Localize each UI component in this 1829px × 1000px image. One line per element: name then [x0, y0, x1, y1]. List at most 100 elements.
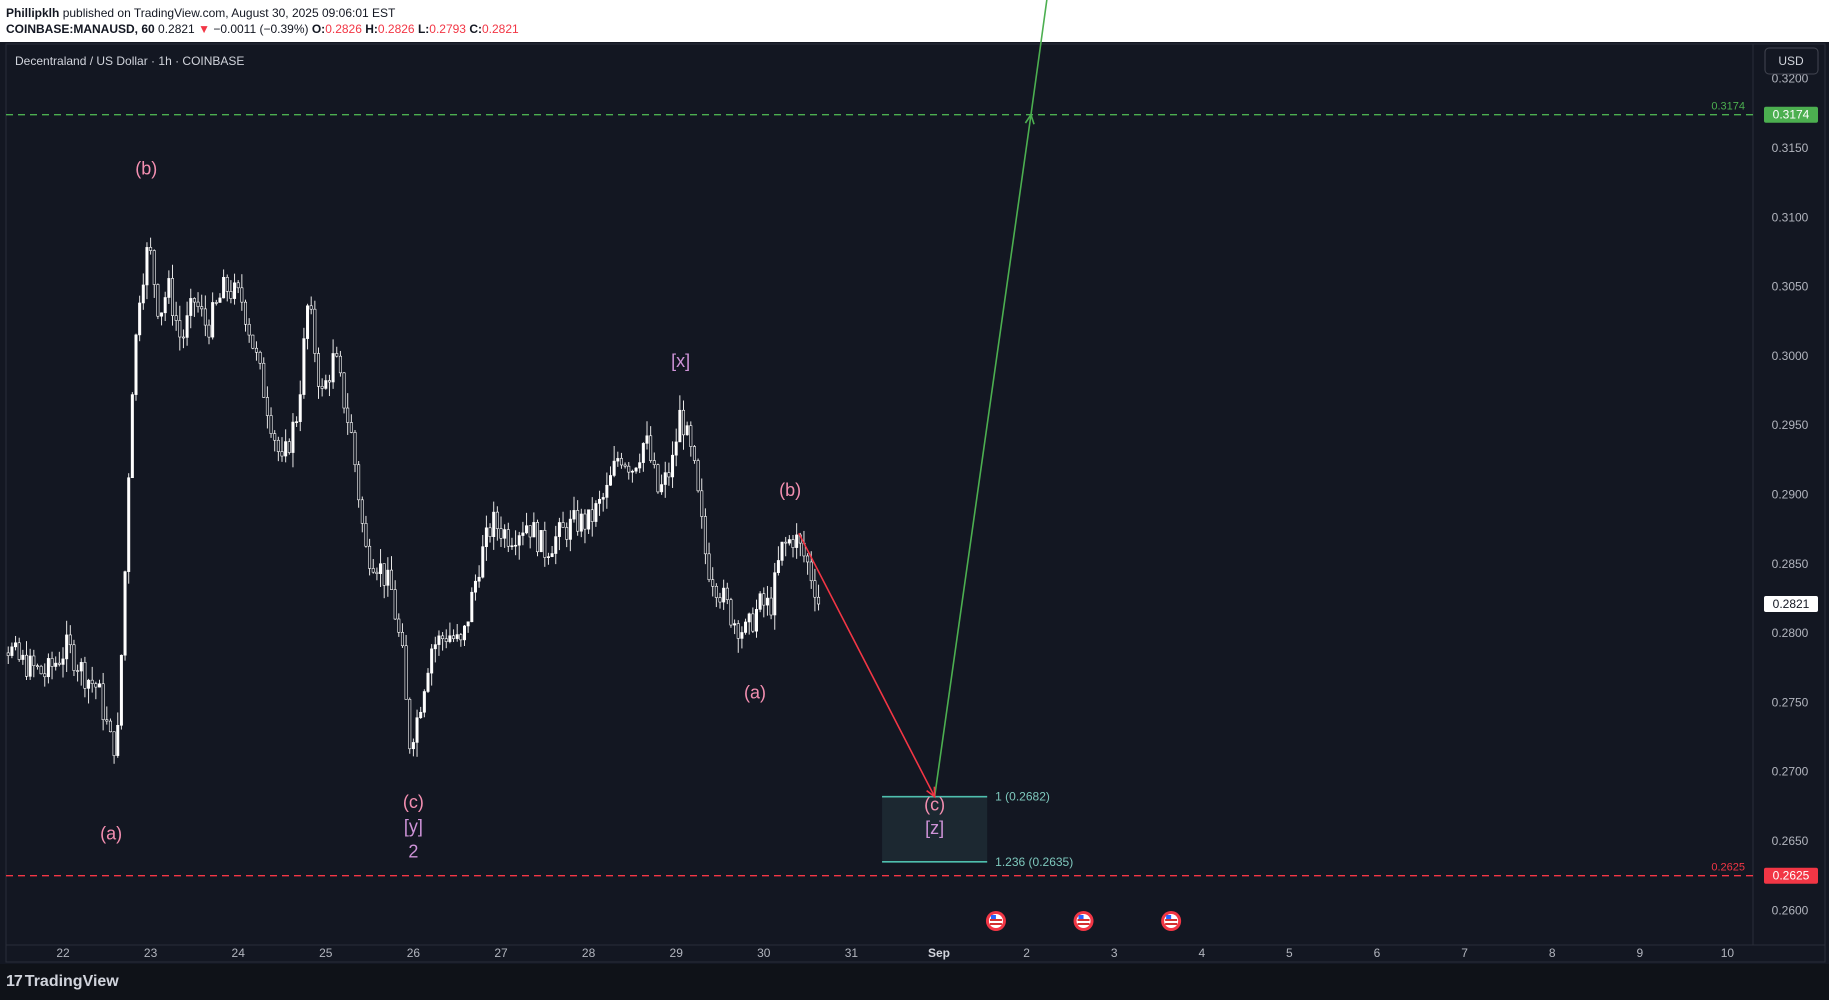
candle-body: [736, 623, 740, 639]
time-tick-label: 5: [1286, 946, 1293, 960]
candle-body: [251, 334, 255, 349]
candle-body: [123, 571, 127, 656]
candle-body: [784, 541, 788, 544]
projection-line: [798, 532, 936, 798]
flag-canton: [1078, 915, 1084, 919]
chart-frame: [5, 43, 1826, 963]
wave-label: (a): [744, 682, 766, 702]
price-tick-label: 0.2600: [1772, 903, 1809, 917]
candle-body: [244, 301, 248, 325]
candle-body: [667, 472, 671, 478]
candle-body: [287, 441, 291, 453]
candle-body: [386, 569, 390, 586]
candle-body: [200, 306, 204, 310]
candle-body: [506, 529, 510, 547]
candle-body: [57, 662, 61, 665]
time-tick-label: 30: [757, 946, 771, 960]
candle-body: [382, 563, 386, 586]
candle-body: [46, 658, 50, 678]
candle-body: [379, 563, 383, 574]
candle-body: [152, 250, 156, 285]
candle-body: [240, 287, 244, 303]
price-tick-label: 0.3000: [1772, 349, 1809, 363]
candle-body: [320, 386, 324, 389]
fib-target-zone: [882, 796, 988, 862]
drawing-overlays: 0.3174 0.2625 1 (0.2682) 1.236 (0.2635) (a) (…: [6, 0, 1753, 931]
flag-stripe: [989, 923, 1002, 925]
candle-body: [576, 510, 580, 532]
price-chart[interactable]: 0.3174 0.2625 1 (0.2682) 1.236 (0.2635) (a) (…: [0, 0, 1829, 964]
candle-body: [608, 475, 612, 486]
candle-body: [612, 460, 616, 476]
candle-body: [101, 683, 105, 721]
candle-body: [525, 525, 529, 534]
candle-body: [211, 302, 215, 338]
candle-body: [780, 541, 784, 561]
time-axis: 22 23 24 25 26 27 28 29 30 31 Sep 2 3 4 5 6 7 8 9 10: [56, 946, 1734, 960]
candle-body: [43, 673, 47, 678]
candle-body: [214, 302, 218, 304]
footer: 17 TradingView: [0, 964, 1829, 1000]
price-line-axis-tag: [1764, 106, 1818, 123]
candle-body: [481, 546, 485, 578]
currency-button[interactable]: [1764, 47, 1819, 75]
candle-body: [65, 634, 69, 660]
author-name[interactable]: Phillipklh: [6, 6, 60, 20]
candle-body: [543, 530, 547, 558]
candle-body: [437, 635, 441, 645]
candle-body: [656, 464, 660, 493]
candle-body: [39, 665, 43, 675]
publish-header: Phillipklh published on TradingView.com,…: [0, 0, 1829, 42]
candle-body: [492, 511, 496, 537]
time-tick-label: 6: [1374, 946, 1381, 960]
candle-body: [470, 591, 474, 623]
candle-body: [484, 527, 488, 547]
candle-body: [313, 308, 317, 354]
candle-body: [729, 599, 733, 626]
down-arrow-icon: ▼: [198, 22, 210, 36]
candle-body: [795, 534, 799, 548]
candle-body: [408, 699, 412, 750]
time-tick-label: 7: [1461, 946, 1468, 960]
candle-body: [499, 528, 503, 539]
candle-body: [327, 380, 331, 383]
tradingview-logo[interactable]: 17 TradingView: [6, 973, 119, 991]
candle-body: [776, 560, 780, 573]
us-flag-event-icon[interactable]: [1073, 911, 1094, 931]
time-tick-label: 27: [494, 946, 508, 960]
candle-body: [587, 509, 591, 530]
candle-body: [130, 394, 134, 479]
candle-body: [521, 532, 525, 536]
candle-body: [342, 372, 346, 409]
candle-body: [532, 522, 536, 538]
candle-body: [455, 634, 459, 639]
wave-label: [z]: [925, 818, 944, 838]
candle-body: [488, 527, 492, 537]
candle-body: [138, 302, 142, 336]
candle-body: [233, 282, 237, 299]
candle-body: [751, 613, 755, 632]
candle-body: [145, 247, 149, 286]
fib-level-label: 1 (0.2682): [995, 790, 1050, 804]
flag-canton: [1166, 915, 1172, 919]
price-tick-label: 0.3100: [1772, 210, 1809, 224]
candle-body: [331, 353, 335, 383]
candle-body: [291, 421, 295, 453]
us-flag-event-icon[interactable]: [985, 911, 1006, 931]
candle-body: [357, 464, 361, 501]
candle-body: [298, 394, 302, 422]
wave-label: (c): [924, 795, 945, 815]
candle-body: [156, 284, 160, 317]
candle-body: [262, 362, 266, 398]
us-flag-event-icon[interactable]: [1161, 911, 1182, 931]
price-line-axis-tag: [1764, 867, 1818, 884]
last-price-tag-text: 0.2821: [1773, 597, 1810, 611]
time-tick-label: 8: [1549, 946, 1556, 960]
candle-body: [149, 247, 153, 251]
candle-body: [389, 569, 393, 590]
candle-body: [568, 518, 572, 540]
candle-body: [765, 597, 769, 606]
candle-body: [791, 539, 795, 548]
candle-body: [660, 484, 664, 493]
candle-body: [565, 527, 569, 540]
